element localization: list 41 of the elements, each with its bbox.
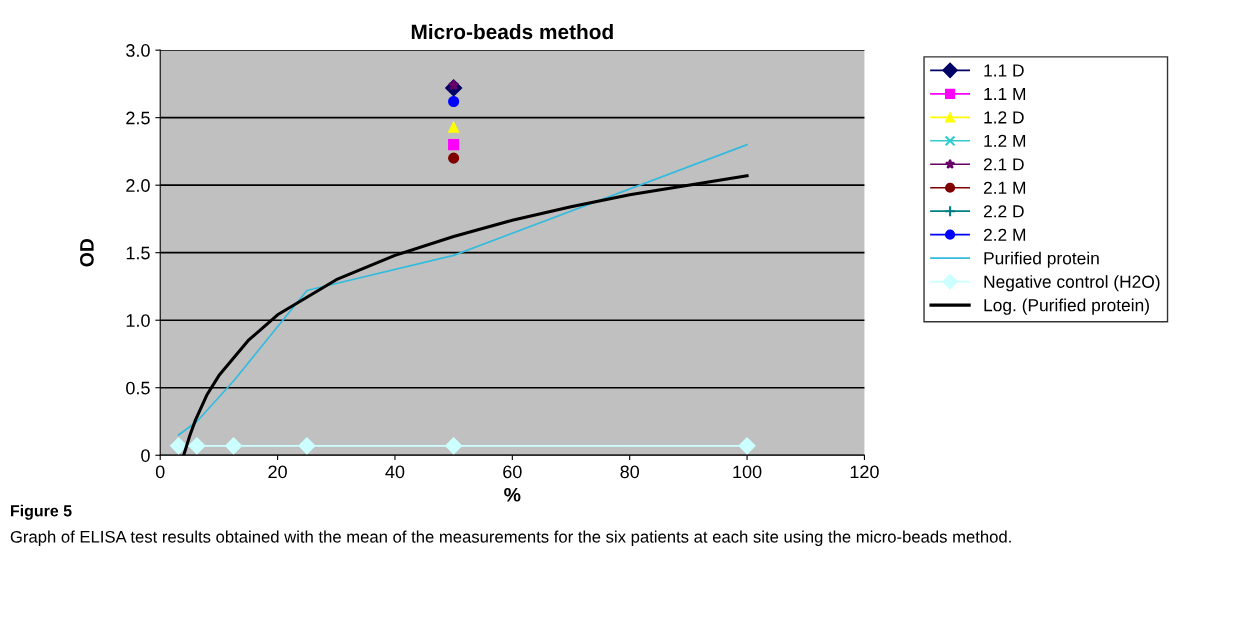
point — [448, 95, 460, 108]
point — [170, 437, 188, 455]
legend-label: Negative control (H2O) — [984, 275, 1160, 292]
legend-label: Log. (Purified protein) — [984, 298, 1149, 315]
x-tick-label: 40 — [385, 465, 405, 479]
point — [445, 437, 463, 455]
y-axis-title: OD — [80, 238, 94, 267]
point — [448, 152, 460, 164]
x-tick-label: 100 — [733, 465, 762, 479]
y-tick-label: 1.5 — [126, 246, 150, 260]
y-tick-label: 1.0 — [126, 314, 150, 327]
x-tick-label: 0 — [155, 465, 165, 479]
legend-label: 2.2 M — [983, 228, 1026, 241]
text: Graph of ELISA test results obtained with the mean of the measurements for the six patients at each site using the micro-beads method. — [10, 530, 1011, 547]
point — [448, 139, 460, 151]
legend-label: 1.2 M — [984, 134, 1026, 147]
point — [448, 121, 460, 133]
chart-title: Micro-beads method — [411, 23, 613, 40]
legend-label: 1.1 M — [984, 87, 1026, 100]
y-tick-label: 0 — [141, 449, 150, 462]
x-tick-label: 60 — [503, 465, 522, 479]
y-tick-label: 0.5 — [126, 381, 150, 395]
point — [738, 437, 756, 455]
caption: Figure 5 — [11, 504, 72, 520]
x-tick-label: 120 — [850, 465, 879, 479]
x-tick-label: 80 — [620, 465, 640, 479]
point — [298, 437, 316, 455]
y-tick-label: 2.0 — [126, 179, 150, 192]
y-tick-label: 2.5 — [126, 111, 150, 125]
legend-label: 1.1 D — [984, 64, 1024, 77]
legend-label: 2.1 M — [983, 181, 1026, 194]
x-axis-title: % — [504, 487, 521, 502]
line-series — [177, 143, 748, 436]
point — [225, 437, 243, 455]
legend-label: 2.1 D — [983, 158, 1024, 171]
y-tick-label: 3.0 — [126, 44, 150, 57]
point — [188, 437, 206, 455]
legend-label: 2.2 D — [983, 205, 1024, 218]
x-tick-label: 20 — [268, 465, 287, 479]
legend-label: 1.2 D — [984, 111, 1024, 124]
legend-label: Purified protein — [984, 251, 1099, 268]
